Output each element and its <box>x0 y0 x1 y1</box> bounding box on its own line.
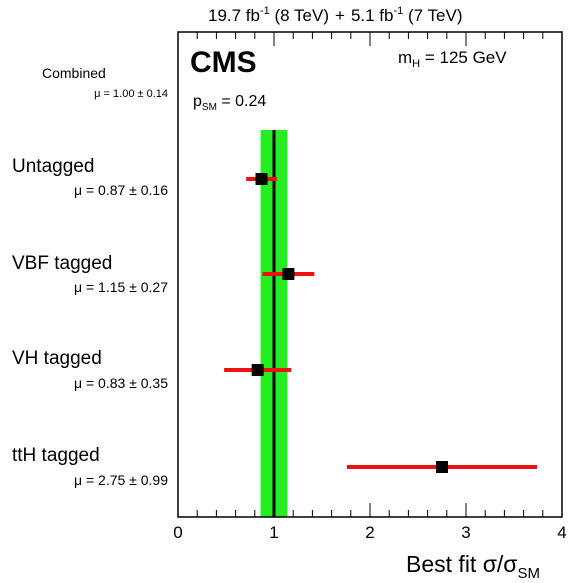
category-labels: Untagged μ = 0.87 ± 0.16 VBF tagged μ = … <box>12 156 168 488</box>
category-label-vh: VH tagged <box>12 348 102 369</box>
combined-mu-text: μ = 1.00 ± 0.14 <box>94 88 168 100</box>
mass-label: mH = 125 GeV <box>398 48 507 70</box>
psm-label: pSM = 0.24 <box>193 93 266 113</box>
category-mu-vbf: μ = 1.15 ± 0.27 <box>74 279 168 295</box>
marker-vbf <box>282 268 295 280</box>
lumi-header: 19.7 fb-1 (8 TeV) +5.1 fb-1 (7 TeV) <box>208 5 462 25</box>
x-tick-label-3: 3 <box>461 523 470 542</box>
marker-tth <box>436 461 448 473</box>
x-tick-label-4: 4 <box>557 523 566 542</box>
x-axis-ticks <box>177 32 563 517</box>
marker-vh <box>251 364 264 376</box>
x-axis-title: Best fit σ/σSM <box>406 551 540 582</box>
category-mu-vh: μ = 0.83 ± 0.35 <box>74 375 168 391</box>
x-tick-label-0: 0 <box>173 523 182 542</box>
category-mu-untagged: μ = 0.87 ± 0.16 <box>74 182 168 198</box>
category-label-vbf: VBF tagged <box>12 253 112 274</box>
marker-untagged <box>255 173 268 185</box>
data-points <box>224 173 538 473</box>
experiment-label: CMS <box>190 46 257 79</box>
category-mu-tth: μ = 2.75 ± 0.99 <box>74 472 168 488</box>
category-label-tth: ttH tagged <box>12 445 100 466</box>
category-label-untagged: Untagged <box>12 156 94 177</box>
x-tick-labels: 0 1 2 3 4 <box>173 523 566 542</box>
x-tick-label-2: 2 <box>365 523 374 542</box>
x-tick-label-1: 1 <box>269 523 278 542</box>
combined-label: Combined <box>42 65 106 81</box>
